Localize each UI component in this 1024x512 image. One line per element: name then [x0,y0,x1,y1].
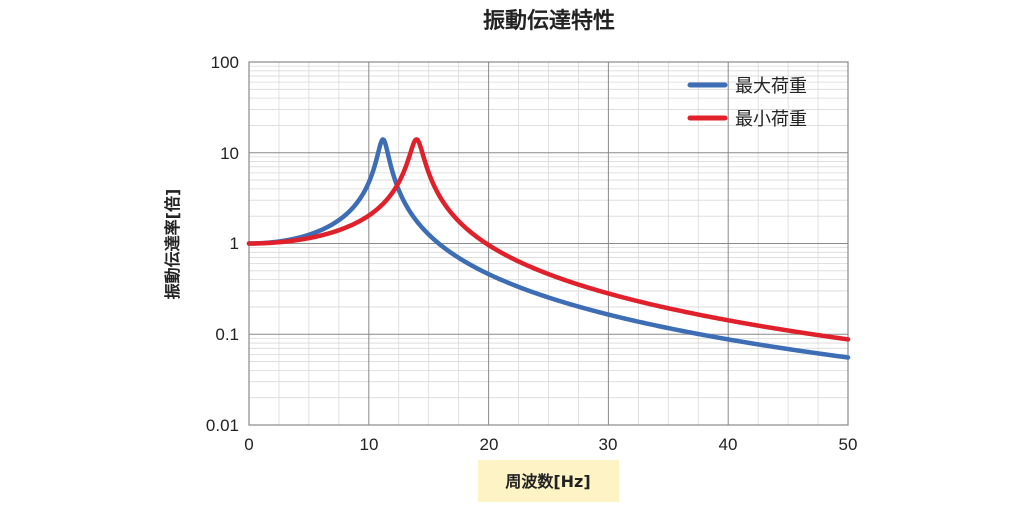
y-tick-label-1: 1 [230,234,239,253]
y-tick-label-0.01: 0.01 [206,416,239,435]
x-tick-label-10: 10 [360,435,379,454]
y-axis-label: 振動伝達率[倍] [163,189,182,300]
x-tick-label-50: 50 [839,435,858,454]
series-line-min-load [246,137,851,342]
y-tick-label-100: 100 [211,53,239,72]
x-tick-label-40: 40 [719,435,738,454]
legend: 最大荷重 最小荷重 [687,76,807,130]
y-axis-ticks: 100 10 1 0.1 0.01 [206,53,239,435]
x-tick-label-0: 0 [244,435,253,454]
legend-label-min-load: 最小荷重 [735,109,807,130]
series-line-max-load [246,137,851,360]
y-tick-label-10: 10 [220,144,239,163]
x-tick-label-20: 20 [480,435,499,454]
x-axis-ticks: 0 10 20 30 40 50 [244,435,857,454]
legend-label-max-load: 最大荷重 [735,76,807,97]
x-tick-label-30: 30 [599,435,618,454]
y-tick-label-0.1: 0.1 [215,325,239,344]
x-axis-label: 周波数[Hz] [505,472,590,491]
x-axis-label-box [478,460,619,502]
series-layer [246,137,851,360]
chart-title: 振動伝達特性 [483,8,615,34]
